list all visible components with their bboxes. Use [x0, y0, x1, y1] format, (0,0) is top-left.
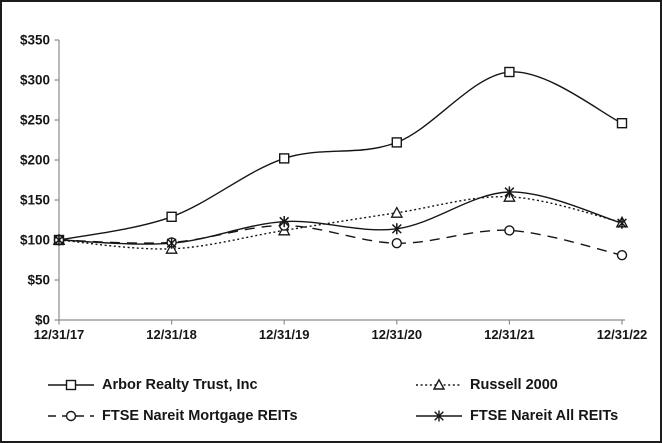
- y-tick-label: $150: [20, 193, 50, 208]
- series-line-russell-2000: [58, 195, 623, 250]
- data-point-ftse-nareit-all-reits-0: [54, 234, 64, 246]
- legend-label-russell-2000: Russell 2000: [470, 377, 558, 393]
- data-point-ftse-nareit-all-reits-1: [166, 237, 177, 249]
- legend-item-ftse-nareit-mortgage-reits: FTSE Nareit Mortgage REITs: [47, 408, 298, 424]
- data-point-arbor-realty-trust-inc-2: [279, 153, 290, 164]
- y-tick-label: $250: [20, 113, 50, 128]
- y-tick-label: $50: [27, 273, 50, 288]
- series-line-ftse-nareit-mortgage-reits: [58, 224, 623, 256]
- legend-item-arbor-realty-trust: Arbor Realty Trust, Inc: [47, 377, 258, 393]
- x-tick-label: 12/31/17: [34, 327, 85, 342]
- legend-swatch-solid-star: [416, 410, 462, 422]
- data-point-arbor-realty-trust-inc-4: [504, 66, 515, 78]
- data-point-arbor-realty-trust-inc-5: [616, 117, 628, 129]
- triangle-marker-icon: [432, 378, 446, 390]
- x-tick-label: 12/31/18: [146, 327, 197, 342]
- y-tick-label: $350: [20, 33, 50, 48]
- legend-swatch-dashed-circle: [48, 410, 94, 422]
- series-line-arbor-realty-trust-inc: [58, 71, 623, 241]
- y-tick-label: $200: [20, 153, 50, 168]
- circle-marker-icon: [65, 410, 77, 422]
- y-tick-label: $0: [35, 313, 50, 328]
- legend-swatch-solid-square: [48, 379, 94, 391]
- data-point-ftse-nareit-all-reits-5: [617, 217, 627, 229]
- data-point-ftse-nareit-all-reits-4: [504, 186, 515, 198]
- data-point-ftse-nareit-all-reits-2: [279, 216, 290, 228]
- data-point-ftse-nareit-mortgage-reits-5: [616, 249, 628, 261]
- legend-label-arbor-realty-trust: Arbor Realty Trust, Inc: [102, 377, 258, 393]
- x-tick-label: 12/31/19: [259, 327, 310, 342]
- series-line-ftse-nareit-all-reits: [58, 191, 623, 245]
- x-tick-label: 12/31/20: [371, 327, 422, 342]
- data-point-ftse-nareit-mortgage-reits-4: [504, 225, 515, 236]
- x-tick-label: 12/31/21: [484, 327, 535, 342]
- y-tick-label: $100: [20, 233, 50, 248]
- legend-label-ftse-nareit-all-reits: FTSE Nareit All REITs: [470, 408, 619, 424]
- square-marker-icon: [65, 379, 77, 391]
- data-point-arbor-realty-trust-inc-1: [166, 211, 177, 223]
- chart-canvas: $0 $50 $100 $150 $200 $250 $300 $350 12/31/17 12/…: [20, 33, 648, 343]
- legend-label-ftse-nareit-mortgage-reits: FTSE Nareit Mortgage REITs: [102, 408, 298, 424]
- legend-swatch-dotted-triangle: [416, 378, 462, 390]
- data-point-ftse-nareit-all-reits-3: [391, 223, 402, 235]
- data-point-russell-2000-3: [390, 206, 404, 218]
- data-point-ftse-nareit-mortgage-reits-3: [391, 237, 402, 249]
- x-tick-label: 12/31/22: [597, 327, 648, 342]
- y-tick-label: $300: [20, 73, 50, 88]
- legend-item-ftse-nareit-all-reits: FTSE Nareit All REITs: [415, 408, 618, 424]
- legend-item-russell-2000: Russell 2000: [415, 377, 558, 393]
- data-point-arbor-realty-trust-inc-3: [391, 137, 402, 148]
- star-marker-icon: [434, 410, 444, 422]
